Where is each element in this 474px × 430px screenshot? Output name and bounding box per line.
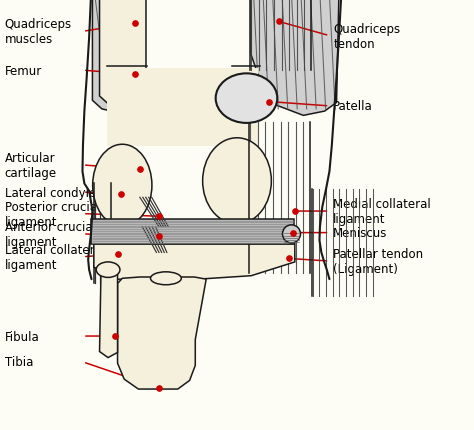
Polygon shape (100, 273, 118, 358)
Text: Posterior cruciate
ligament: Posterior cruciate ligament (5, 200, 109, 228)
Polygon shape (107, 69, 258, 146)
Ellipse shape (96, 262, 120, 278)
Text: Lateral condyle: Lateral condyle (5, 186, 96, 199)
Text: Meniscus: Meniscus (333, 227, 388, 240)
Text: Lateral collateral
ligament: Lateral collateral ligament (5, 243, 105, 271)
Text: Anterior cruciate
ligament: Anterior cruciate ligament (5, 221, 104, 248)
Text: Quadriceps
tendon: Quadriceps tendon (333, 23, 401, 50)
Text: Quadriceps
muscles: Quadriceps muscles (5, 18, 72, 46)
Text: Patellar tendon
(Ligament): Patellar tendon (Ligament) (333, 248, 423, 275)
Polygon shape (100, 0, 146, 110)
Text: Femur: Femur (5, 64, 42, 77)
Polygon shape (92, 0, 142, 114)
Polygon shape (251, 0, 339, 116)
Text: Medial collateral
ligament: Medial collateral ligament (333, 198, 431, 225)
Ellipse shape (216, 74, 277, 124)
Text: Patella: Patella (333, 100, 373, 113)
Text: Fibula: Fibula (5, 330, 39, 343)
Text: Articular
cartilage: Articular cartilage (5, 152, 57, 179)
Polygon shape (94, 244, 295, 280)
Ellipse shape (150, 272, 181, 285)
Polygon shape (91, 219, 294, 244)
Text: Tibia: Tibia (5, 356, 33, 369)
Polygon shape (118, 277, 206, 389)
Ellipse shape (92, 145, 152, 227)
Ellipse shape (202, 138, 271, 224)
Ellipse shape (283, 225, 301, 243)
